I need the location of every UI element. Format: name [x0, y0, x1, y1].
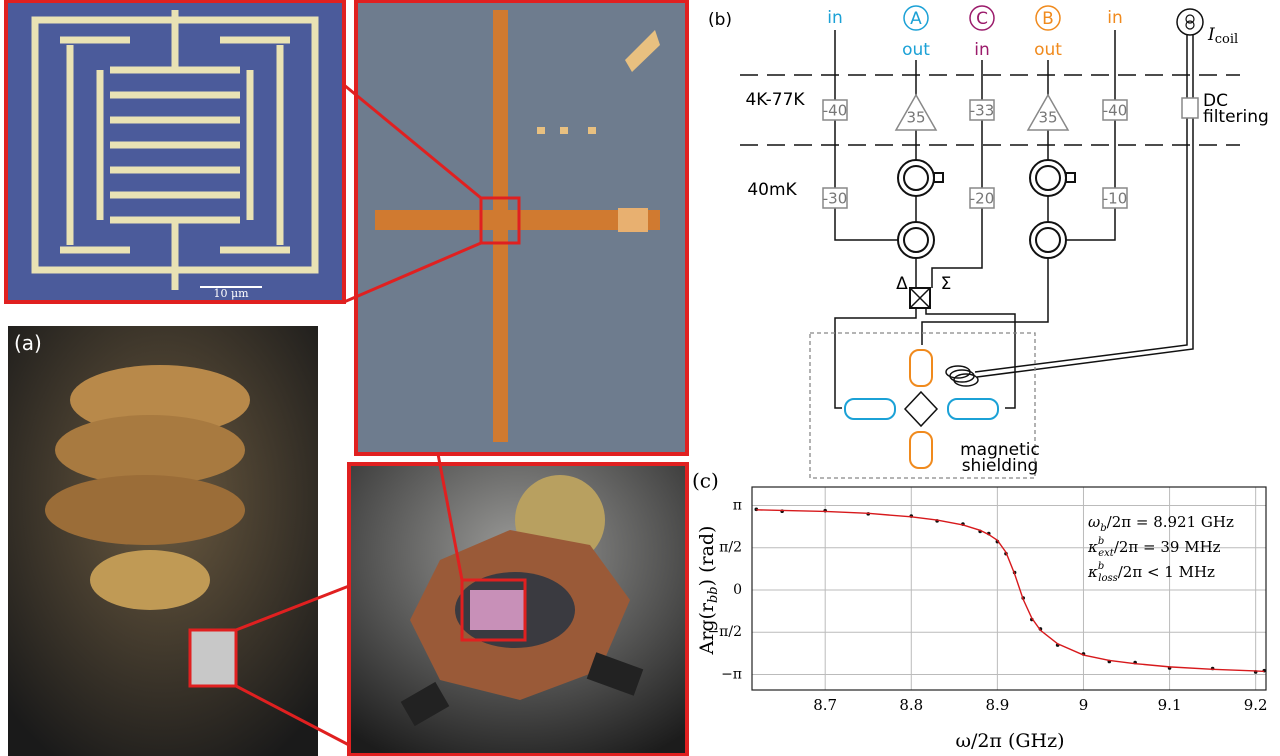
- filter-label: filtering: [1203, 107, 1269, 127]
- stage-label: 4K-77K: [745, 90, 805, 110]
- filter-label: DC: [1203, 91, 1228, 111]
- port-label: C: [976, 9, 988, 29]
- attenuation: -30: [823, 190, 848, 208]
- y-tick-label: −π: [721, 666, 742, 682]
- port-delta: Δ: [896, 274, 908, 294]
- x-axis-label: ω/2π (GHz): [955, 730, 1064, 752]
- plot-frame: [751, 486, 1267, 691]
- x-tick-label: 8.8: [899, 696, 923, 714]
- attenuation: -40: [1103, 102, 1128, 120]
- scale-bar-label: 10 μm: [213, 287, 249, 300]
- port-label: out: [902, 40, 930, 60]
- port-sigma: Σ: [941, 274, 952, 294]
- phase-chart: (c) ω/2π (GHz) Arg(rbb) (rad) −π −π/2 0 π/2…: [692, 469, 1268, 753]
- x-tick-label: 9: [1079, 696, 1089, 714]
- x-tick-label: 9.2: [1244, 696, 1268, 714]
- annotation: κb ext/2π = 39 MHz: [1087, 536, 1221, 559]
- coil-label: Icoil: [1207, 25, 1238, 47]
- fit-line: [756, 509, 1265, 673]
- port-label: out: [1034, 40, 1062, 60]
- y-tick-label: 0: [733, 582, 742, 598]
- port-label: in: [974, 40, 990, 60]
- annotation: ωb/2π = 8.921 GHz: [1088, 513, 1234, 534]
- shield-label: magnetic: [960, 440, 1040, 460]
- y-tick-label: π/2: [719, 540, 742, 556]
- gain: 35: [906, 109, 925, 127]
- sample-holder-photo: [347, 462, 689, 756]
- attenuation: -20: [970, 190, 995, 208]
- y-axis-label: Arg(rbb) (rad): [696, 526, 721, 656]
- stage-label: 40mK: [747, 180, 797, 200]
- annotation: κb loss/2π < 1 MHz: [1087, 561, 1215, 584]
- panel-label: (c): [692, 469, 719, 493]
- y-tick-label: π: [733, 498, 742, 514]
- port-label: A: [910, 9, 922, 29]
- micrograph: 10 μm: [4, 0, 346, 304]
- panel-label: (a): [14, 331, 42, 355]
- attenuation: -10: [1103, 190, 1128, 208]
- cryostat-photo: (a): [8, 326, 318, 756]
- port-label: in: [827, 8, 843, 28]
- x-tick-label: 8.9: [985, 696, 1009, 714]
- y-tick-label: −π/2: [707, 624, 742, 640]
- gain: 35: [1038, 109, 1057, 127]
- circuit-diagram: (b) in A out C in B out in Icoil 4K-77K …: [708, 5, 1269, 479]
- attenuation: -33: [970, 102, 995, 120]
- x-tick-label: 9.1: [1158, 696, 1182, 714]
- shield-label: shielding: [962, 456, 1039, 476]
- port-label: in: [1107, 8, 1123, 28]
- attenuation: -40: [823, 102, 848, 120]
- x-tick-label: 8.7: [813, 696, 837, 714]
- port-label: B: [1042, 9, 1054, 29]
- connectors: [235, 83, 482, 747]
- chip-photo: [354, 0, 689, 456]
- panel-label: (b): [708, 10, 732, 30]
